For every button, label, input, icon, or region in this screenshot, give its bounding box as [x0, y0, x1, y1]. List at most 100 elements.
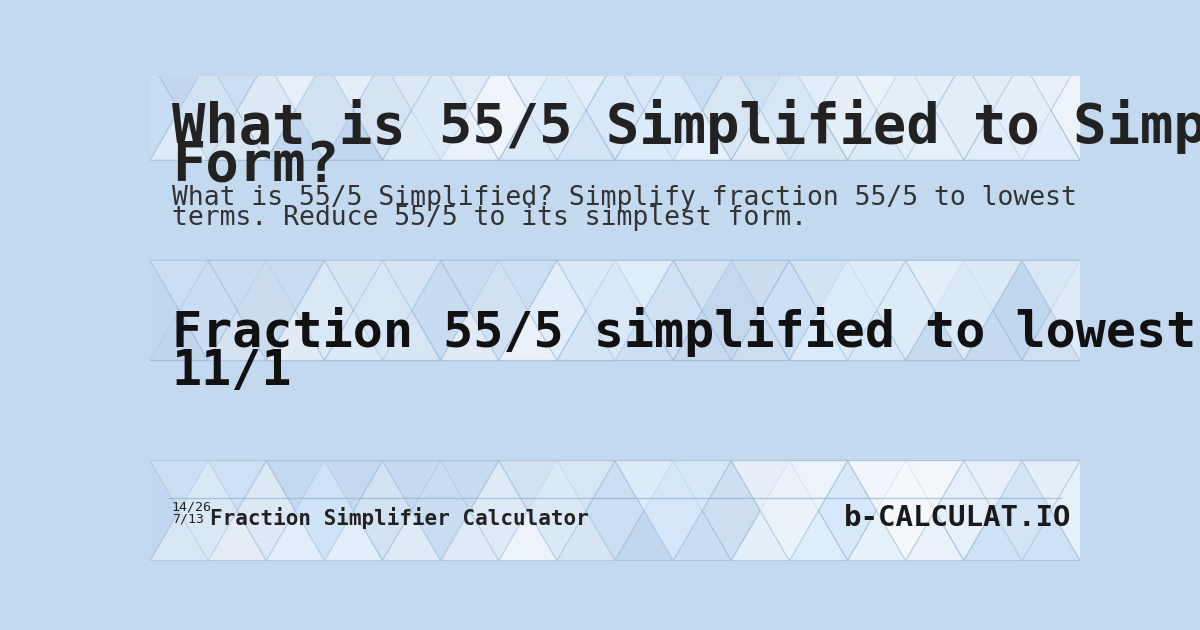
Polygon shape	[1080, 461, 1196, 561]
Polygon shape	[383, 260, 499, 360]
Polygon shape	[790, 260, 906, 360]
Polygon shape	[1080, 60, 1196, 160]
Polygon shape	[266, 60, 383, 160]
Polygon shape	[208, 461, 324, 561]
Text: 7/13: 7/13	[172, 513, 204, 526]
Polygon shape	[499, 461, 616, 561]
Text: What is 55/5 Simplified? Simplify fraction 55/5 to lowest: What is 55/5 Simplified? Simplify fracti…	[172, 185, 1076, 211]
Polygon shape	[1138, 60, 1200, 160]
Polygon shape	[964, 60, 1080, 160]
Polygon shape	[92, 60, 208, 160]
Polygon shape	[557, 461, 673, 561]
Polygon shape	[673, 461, 790, 561]
Polygon shape	[324, 60, 440, 160]
Polygon shape	[1138, 260, 1200, 360]
Polygon shape	[731, 60, 847, 160]
Polygon shape	[150, 461, 266, 561]
Polygon shape	[324, 461, 440, 561]
Polygon shape	[1080, 60, 1196, 160]
Polygon shape	[964, 260, 1080, 360]
Polygon shape	[1022, 60, 1138, 160]
Polygon shape	[1080, 260, 1196, 360]
Polygon shape	[616, 60, 731, 160]
Polygon shape	[847, 461, 964, 561]
Polygon shape	[847, 60, 964, 160]
Polygon shape	[557, 60, 673, 160]
Polygon shape	[208, 260, 324, 360]
Polygon shape	[790, 60, 906, 160]
Polygon shape	[440, 260, 557, 360]
Polygon shape	[266, 260, 383, 360]
Polygon shape	[964, 461, 1080, 561]
Polygon shape	[616, 461, 731, 561]
Polygon shape	[1138, 260, 1200, 360]
Polygon shape	[1138, 461, 1200, 561]
Polygon shape	[150, 260, 266, 360]
Polygon shape	[790, 260, 906, 360]
Polygon shape	[1080, 60, 1196, 160]
Polygon shape	[440, 60, 557, 160]
Polygon shape	[964, 60, 1080, 160]
Polygon shape	[906, 260, 1022, 360]
Polygon shape	[499, 60, 616, 160]
Polygon shape	[440, 461, 557, 561]
Polygon shape	[790, 260, 906, 360]
Polygon shape	[557, 260, 673, 360]
Polygon shape	[383, 60, 499, 160]
Polygon shape	[208, 260, 324, 360]
Polygon shape	[964, 60, 1080, 160]
Polygon shape	[34, 461, 150, 561]
Polygon shape	[1080, 260, 1196, 360]
Polygon shape	[673, 461, 790, 561]
Polygon shape	[731, 260, 847, 360]
Polygon shape	[1196, 461, 1200, 561]
Polygon shape	[1080, 260, 1196, 360]
Polygon shape	[790, 60, 906, 160]
Text: terms. Reduce 55/5 to its simplest form.: terms. Reduce 55/5 to its simplest form.	[172, 205, 806, 231]
Polygon shape	[906, 461, 1022, 561]
Polygon shape	[324, 60, 440, 160]
Polygon shape	[964, 461, 1080, 561]
Polygon shape	[150, 60, 266, 160]
Polygon shape	[1138, 60, 1200, 160]
Polygon shape	[1196, 461, 1200, 561]
Polygon shape	[92, 461, 208, 561]
Polygon shape	[266, 260, 383, 360]
Polygon shape	[324, 60, 440, 160]
Polygon shape	[673, 461, 790, 561]
Polygon shape	[847, 461, 964, 561]
Polygon shape	[1138, 461, 1200, 561]
Polygon shape	[906, 60, 1022, 160]
Polygon shape	[266, 461, 383, 561]
Polygon shape	[616, 60, 731, 160]
Polygon shape	[847, 260, 964, 360]
Polygon shape	[790, 461, 906, 561]
Polygon shape	[731, 461, 847, 561]
Polygon shape	[616, 260, 731, 360]
Polygon shape	[1196, 260, 1200, 360]
Polygon shape	[324, 260, 440, 360]
Polygon shape	[906, 461, 1022, 561]
Polygon shape	[324, 461, 440, 561]
Polygon shape	[731, 260, 847, 360]
Polygon shape	[440, 260, 557, 360]
Polygon shape	[150, 260, 266, 360]
Polygon shape	[557, 461, 673, 561]
Polygon shape	[1022, 461, 1138, 561]
Polygon shape	[34, 461, 150, 561]
Polygon shape	[673, 260, 790, 360]
Polygon shape	[383, 461, 499, 561]
Polygon shape	[616, 60, 731, 160]
Polygon shape	[499, 461, 616, 561]
Polygon shape	[557, 260, 673, 360]
Polygon shape	[1138, 260, 1200, 360]
Polygon shape	[383, 461, 499, 561]
Polygon shape	[266, 60, 383, 160]
Polygon shape	[1022, 461, 1138, 561]
Polygon shape	[847, 260, 964, 360]
Polygon shape	[557, 60, 673, 160]
Polygon shape	[208, 461, 324, 561]
Polygon shape	[964, 60, 1080, 160]
Polygon shape	[731, 461, 847, 561]
Polygon shape	[1022, 461, 1138, 561]
